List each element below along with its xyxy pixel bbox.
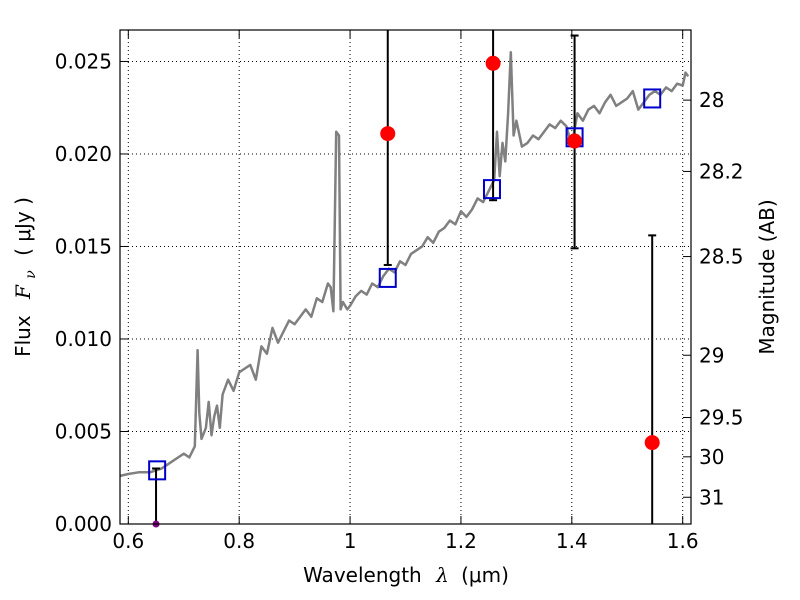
y-axis-label-symbol: F — [11, 284, 35, 300]
x-axis-label: Wavelength λ (μm) — [303, 563, 509, 587]
plot-area — [119, 30, 690, 528]
model-photometry-marker — [643, 88, 662, 109]
y-axis-label-subscript: ν — [23, 270, 39, 279]
y2-axis-label: Magnitude (AB) — [755, 199, 779, 354]
x-tick-label: 1.2 — [445, 529, 477, 553]
y-axis-label: Flux F ν ( μJy ) — [11, 197, 40, 357]
observed-point — [644, 435, 660, 451]
y-axis-label-text: Flux — [11, 315, 35, 357]
y2-tick-label: 29 — [699, 343, 724, 367]
model-spectrum-line — [119, 50, 690, 478]
y-tick-label: 0.010 — [55, 327, 112, 351]
y-tick-label: 0.000 — [55, 512, 112, 536]
x-tick-label: 1 — [344, 529, 357, 553]
axis-ticks: 0.6 0.8 1 1.2 1.4 1.6 0.000 0.005 0.010 0.015 0.02… — [55, 30, 744, 553]
observed-point — [567, 133, 583, 149]
x-axis-label-unit: (μm) — [461, 563, 509, 587]
x-tick-label: 1.6 — [667, 529, 699, 553]
x-tick-label: 0.8 — [223, 529, 255, 553]
model-photometry-marker — [148, 460, 167, 481]
y-tick-label: 0.020 — [55, 142, 112, 166]
model-photometry-marker — [378, 267, 397, 288]
y-tick-label: 0.015 — [55, 234, 112, 258]
x-axis-label-text: Wavelength — [303, 563, 422, 587]
y-tick-label: 0.005 — [55, 419, 112, 443]
y2-tick-label: 31 — [699, 485, 724, 509]
y-tick-label: 0.025 — [55, 49, 112, 73]
y2-tick-label: 28 — [699, 88, 724, 112]
y2-tick-label: 28.5 — [699, 245, 744, 269]
observed-point — [485, 55, 501, 71]
x-tick-label: 1.4 — [556, 529, 588, 553]
x-axis-label-symbol: λ — [435, 563, 449, 587]
x-tick-label: 0.6 — [112, 529, 144, 553]
observed-point — [380, 126, 396, 142]
model-photometry-marker — [482, 179, 501, 200]
y2-tick-label: 30 — [699, 445, 724, 469]
y2-tick-label: 29.5 — [699, 406, 744, 430]
y-axis-label-unit: ( μJy ) — [11, 197, 35, 256]
plot-frame — [119, 29, 692, 525]
y2-tick-label: 28.2 — [699, 159, 744, 183]
